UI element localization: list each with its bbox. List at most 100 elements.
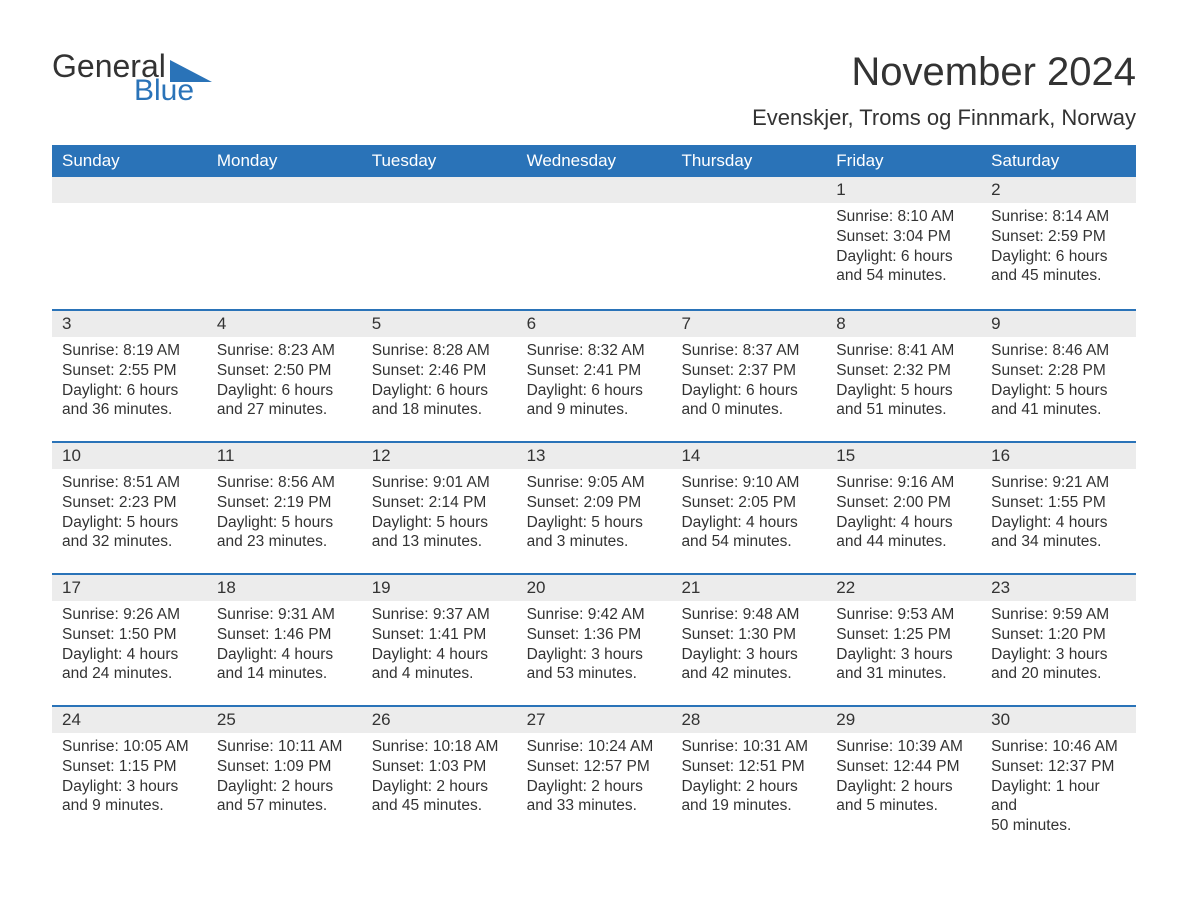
day-cell: 27Sunrise: 10:24 AMSunset: 12:57 PMDayli… (517, 707, 672, 852)
day-cell: 19Sunrise: 9:37 AMSunset: 1:41 PMDayligh… (362, 575, 517, 705)
sunset-text: Sunset: 2:00 PM (836, 493, 971, 513)
sunset-text: Sunset: 1:20 PM (991, 625, 1126, 645)
sunset-text: Sunset: 2:23 PM (62, 493, 197, 513)
week-row: 3Sunrise: 8:19 AMSunset: 2:55 PMDaylight… (52, 309, 1136, 441)
daylight-text: Daylight: 2 hours (372, 777, 507, 797)
sunset-text: Sunset: 2:05 PM (681, 493, 816, 513)
day-number: 22 (826, 575, 981, 601)
day-number (671, 177, 826, 203)
sunrise-text: Sunrise: 8:41 AM (836, 341, 971, 361)
daylight-text: Daylight: 6 hours (62, 381, 197, 401)
day-number: 21 (671, 575, 826, 601)
day-cell: 25Sunrise: 10:11 AMSunset: 1:09 PMDaylig… (207, 707, 362, 852)
day-number: 30 (981, 707, 1136, 733)
day-number: 24 (52, 707, 207, 733)
day-cell: 24Sunrise: 10:05 AMSunset: 1:15 PMDaylig… (52, 707, 207, 852)
day-number (207, 177, 362, 203)
day-cell: 17Sunrise: 9:26 AMSunset: 1:50 PMDayligh… (52, 575, 207, 705)
daylight-text: Daylight: 6 hours (681, 381, 816, 401)
day-body: Sunrise: 8:37 AMSunset: 2:37 PMDaylight:… (671, 337, 826, 420)
sunset-text: Sunset: 2:41 PM (527, 361, 662, 381)
day-number (517, 177, 672, 203)
sunrise-text: Sunrise: 8:14 AM (991, 207, 1126, 227)
day-cell: 9Sunrise: 8:46 AMSunset: 2:28 PMDaylight… (981, 311, 1136, 441)
daylight-text: and 42 minutes. (681, 664, 816, 684)
day-number (362, 177, 517, 203)
sunset-text: Sunset: 2:09 PM (527, 493, 662, 513)
day-body: Sunrise: 10:31 AMSunset: 12:51 PMDayligh… (671, 733, 826, 816)
week-row: 1Sunrise: 8:10 AMSunset: 3:04 PMDaylight… (52, 177, 1136, 309)
daylight-text: and 20 minutes. (991, 664, 1126, 684)
sunrise-text: Sunrise: 8:32 AM (527, 341, 662, 361)
day-cell: 20Sunrise: 9:42 AMSunset: 1:36 PMDayligh… (517, 575, 672, 705)
day-number: 7 (671, 311, 826, 337)
daylight-text: and 41 minutes. (991, 400, 1126, 420)
daylight-text: Daylight: 5 hours (527, 513, 662, 533)
daylight-text: and 0 minutes. (681, 400, 816, 420)
day-cell: 3Sunrise: 8:19 AMSunset: 2:55 PMDaylight… (52, 311, 207, 441)
daylight-text: Daylight: 5 hours (836, 381, 971, 401)
daylight-text: Daylight: 5 hours (217, 513, 352, 533)
sunrise-text: Sunrise: 8:28 AM (372, 341, 507, 361)
day-body: Sunrise: 8:14 AMSunset: 2:59 PMDaylight:… (981, 203, 1136, 286)
sunset-text: Sunset: 12:51 PM (681, 757, 816, 777)
daylight-text: and 19 minutes. (681, 796, 816, 816)
sunrise-text: Sunrise: 8:10 AM (836, 207, 971, 227)
day-cell (671, 177, 826, 309)
daylight-text: and 18 minutes. (372, 400, 507, 420)
daylight-text: and 44 minutes. (836, 532, 971, 552)
day-cell: 30Sunrise: 10:46 AMSunset: 12:37 PMDayli… (981, 707, 1136, 852)
day-number: 2 (981, 177, 1136, 203)
weekday-header: Sunday (52, 145, 207, 177)
sunrise-text: Sunrise: 8:46 AM (991, 341, 1126, 361)
day-body: Sunrise: 10:46 AMSunset: 12:37 PMDayligh… (981, 733, 1136, 836)
daylight-text: Daylight: 4 hours (681, 513, 816, 533)
day-cell: 4Sunrise: 8:23 AMSunset: 2:50 PMDaylight… (207, 311, 362, 441)
day-cell (362, 177, 517, 309)
day-body: Sunrise: 8:10 AMSunset: 3:04 PMDaylight:… (826, 203, 981, 286)
sunset-text: Sunset: 1:25 PM (836, 625, 971, 645)
day-body: Sunrise: 9:31 AMSunset: 1:46 PMDaylight:… (207, 601, 362, 684)
daylight-text: and 31 minutes. (836, 664, 971, 684)
sunrise-text: Sunrise: 8:19 AM (62, 341, 197, 361)
sunrise-text: Sunrise: 9:31 AM (217, 605, 352, 625)
daylight-text: Daylight: 5 hours (62, 513, 197, 533)
sunrise-text: Sunrise: 10:05 AM (62, 737, 197, 757)
day-cell: 13Sunrise: 9:05 AMSunset: 2:09 PMDayligh… (517, 443, 672, 573)
day-number: 5 (362, 311, 517, 337)
day-body: Sunrise: 9:10 AMSunset: 2:05 PMDaylight:… (671, 469, 826, 552)
day-number: 18 (207, 575, 362, 601)
day-cell: 7Sunrise: 8:37 AMSunset: 2:37 PMDaylight… (671, 311, 826, 441)
daylight-text: Daylight: 4 hours (217, 645, 352, 665)
daylight-text: and 14 minutes. (217, 664, 352, 684)
sunrise-text: Sunrise: 9:37 AM (372, 605, 507, 625)
day-cell: 15Sunrise: 9:16 AMSunset: 2:00 PMDayligh… (826, 443, 981, 573)
day-number: 28 (671, 707, 826, 733)
daylight-text: Daylight: 3 hours (681, 645, 816, 665)
day-number: 12 (362, 443, 517, 469)
daylight-text: 50 minutes. (991, 816, 1126, 836)
sunset-text: Sunset: 1:30 PM (681, 625, 816, 645)
daylight-text: Daylight: 2 hours (681, 777, 816, 797)
weekday-header: Thursday (671, 145, 826, 177)
daylight-text: and 57 minutes. (217, 796, 352, 816)
day-cell: 29Sunrise: 10:39 AMSunset: 12:44 PMDayli… (826, 707, 981, 852)
daylight-text: Daylight: 3 hours (991, 645, 1126, 665)
day-cell: 16Sunrise: 9:21 AMSunset: 1:55 PMDayligh… (981, 443, 1136, 573)
sunrise-text: Sunrise: 9:16 AM (836, 473, 971, 493)
daylight-text: and 27 minutes. (217, 400, 352, 420)
daylight-text: Daylight: 4 hours (836, 513, 971, 533)
sunset-text: Sunset: 2:14 PM (372, 493, 507, 513)
day-body: Sunrise: 9:16 AMSunset: 2:00 PMDaylight:… (826, 469, 981, 552)
day-number: 6 (517, 311, 672, 337)
day-cell: 11Sunrise: 8:56 AMSunset: 2:19 PMDayligh… (207, 443, 362, 573)
sunrise-text: Sunrise: 10:31 AM (681, 737, 816, 757)
daylight-text: and 4 minutes. (372, 664, 507, 684)
daylight-text: Daylight: 4 hours (62, 645, 197, 665)
daylight-text: and 13 minutes. (372, 532, 507, 552)
daylight-text: Daylight: 6 hours (372, 381, 507, 401)
sunrise-text: Sunrise: 9:42 AM (527, 605, 662, 625)
sunset-text: Sunset: 1:36 PM (527, 625, 662, 645)
sunset-text: Sunset: 2:28 PM (991, 361, 1126, 381)
weekday-header-row: Sunday Monday Tuesday Wednesday Thursday… (52, 145, 1136, 177)
